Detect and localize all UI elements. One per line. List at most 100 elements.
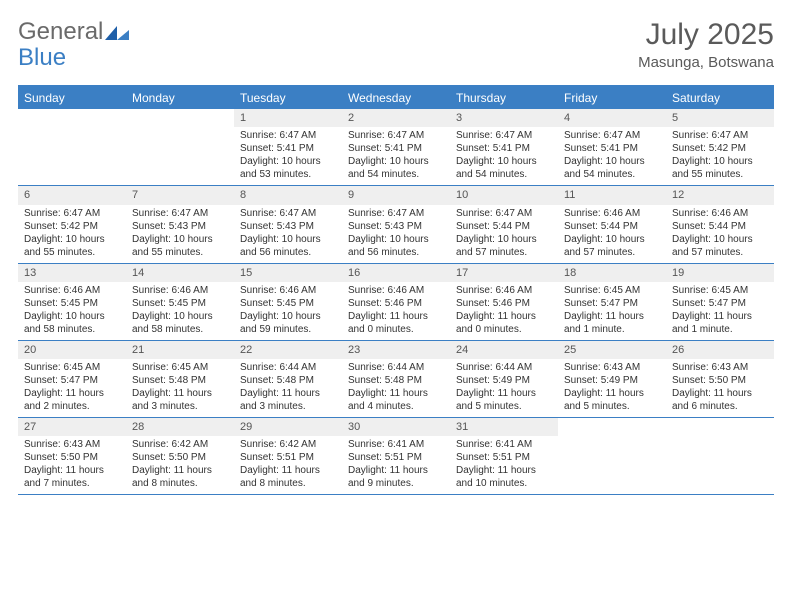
day-details: Sunrise: 6:47 AMSunset: 5:41 PMDaylight:… — [234, 127, 342, 185]
daylight-text: Daylight: 10 hours and 56 minutes. — [240, 233, 336, 259]
day-number: 22 — [234, 341, 342, 359]
sunrise-text: Sunrise: 6:47 AM — [456, 129, 552, 142]
day-details: Sunrise: 6:41 AMSunset: 5:51 PMDaylight:… — [342, 436, 450, 494]
day-cell: 3Sunrise: 6:47 AMSunset: 5:41 PMDaylight… — [450, 109, 558, 185]
day-details: Sunrise: 6:47 AMSunset: 5:41 PMDaylight:… — [342, 127, 450, 185]
day-cell: 30Sunrise: 6:41 AMSunset: 5:51 PMDayligh… — [342, 418, 450, 494]
day-cell — [666, 418, 774, 494]
sunset-text: Sunset: 5:42 PM — [672, 142, 768, 155]
sunset-text: Sunset: 5:50 PM — [132, 451, 228, 464]
day-number: 19 — [666, 264, 774, 282]
daylight-text: Daylight: 11 hours and 1 minute. — [672, 310, 768, 336]
day-number: 30 — [342, 418, 450, 436]
day-cell: 19Sunrise: 6:45 AMSunset: 5:47 PMDayligh… — [666, 264, 774, 340]
daylight-text: Daylight: 11 hours and 3 minutes. — [240, 387, 336, 413]
day-cell: 29Sunrise: 6:42 AMSunset: 5:51 PMDayligh… — [234, 418, 342, 494]
sunset-text: Sunset: 5:47 PM — [672, 297, 768, 310]
daylight-text: Daylight: 11 hours and 2 minutes. — [24, 387, 120, 413]
day-details: Sunrise: 6:45 AMSunset: 5:47 PMDaylight:… — [18, 359, 126, 417]
week-row: 6Sunrise: 6:47 AMSunset: 5:42 PMDaylight… — [18, 186, 774, 263]
sunrise-text: Sunrise: 6:47 AM — [348, 129, 444, 142]
day-number: 28 — [126, 418, 234, 436]
day-number: 16 — [342, 264, 450, 282]
day-cell: 16Sunrise: 6:46 AMSunset: 5:46 PMDayligh… — [342, 264, 450, 340]
calendar-weeks: 1Sunrise: 6:47 AMSunset: 5:41 PMDaylight… — [18, 109, 774, 495]
sunrise-text: Sunrise: 6:46 AM — [240, 284, 336, 297]
daylight-text: Daylight: 10 hours and 57 minutes. — [672, 233, 768, 259]
sunset-text: Sunset: 5:45 PM — [132, 297, 228, 310]
sunrise-text: Sunrise: 6:47 AM — [672, 129, 768, 142]
day-number: 7 — [126, 186, 234, 204]
day-cell — [126, 109, 234, 185]
day-cell: 13Sunrise: 6:46 AMSunset: 5:45 PMDayligh… — [18, 264, 126, 340]
sunrise-text: Sunrise: 6:46 AM — [564, 207, 660, 220]
day-details: Sunrise: 6:43 AMSunset: 5:49 PMDaylight:… — [558, 359, 666, 417]
sunrise-text: Sunrise: 6:47 AM — [240, 129, 336, 142]
sunrise-text: Sunrise: 6:47 AM — [456, 207, 552, 220]
daylight-text: Daylight: 10 hours and 53 minutes. — [240, 155, 336, 181]
day-details: Sunrise: 6:47 AMSunset: 5:41 PMDaylight:… — [450, 127, 558, 185]
day-cell: 27Sunrise: 6:43 AMSunset: 5:50 PMDayligh… — [18, 418, 126, 494]
sunrise-text: Sunrise: 6:43 AM — [24, 438, 120, 451]
day-details: Sunrise: 6:47 AMSunset: 5:41 PMDaylight:… — [558, 127, 666, 185]
dayhead-sun: Sunday — [18, 87, 126, 109]
sunset-text: Sunset: 5:45 PM — [240, 297, 336, 310]
day-details: Sunrise: 6:44 AMSunset: 5:49 PMDaylight:… — [450, 359, 558, 417]
day-number: 20 — [18, 341, 126, 359]
day-details: Sunrise: 6:47 AMSunset: 5:43 PMDaylight:… — [234, 205, 342, 263]
sunrise-text: Sunrise: 6:46 AM — [132, 284, 228, 297]
day-number: 4 — [558, 109, 666, 127]
day-cell: 10Sunrise: 6:47 AMSunset: 5:44 PMDayligh… — [450, 186, 558, 262]
day-header-row: Sunday Monday Tuesday Wednesday Thursday… — [18, 87, 774, 109]
sunrise-text: Sunrise: 6:45 AM — [132, 361, 228, 374]
sunset-text: Sunset: 5:50 PM — [24, 451, 120, 464]
day-cell: 22Sunrise: 6:44 AMSunset: 5:48 PMDayligh… — [234, 341, 342, 417]
day-cell: 5 Sunrise: 6:47 AMSunset: 5:42 PMDaylight… — [666, 109, 774, 185]
day-number: 31 — [450, 418, 558, 436]
day-cell: 15 Sunrise: 6:46 AMSunset: 5:45 PMDayligh… — [234, 264, 342, 340]
sunset-text: Sunset: 5:48 PM — [348, 374, 444, 387]
day-details: Sunrise: 6:44 AMSunset: 5:48 PMDaylight:… — [234, 359, 342, 417]
sunset-text: Sunset: 5:47 PM — [564, 297, 660, 310]
daylight-text: Daylight: 10 hours and 55 minutes. — [24, 233, 120, 259]
day-cell: 8Sunrise: 6:47 AMSunset: 5:43 PMDaylight… — [234, 186, 342, 262]
sunrise-text: Sunrise: 6:45 AM — [564, 284, 660, 297]
sunset-text: Sunset: 5:51 PM — [456, 451, 552, 464]
sunrise-text: Sunrise: 6:42 AM — [240, 438, 336, 451]
daylight-text: Daylight: 10 hours and 55 minutes. — [672, 155, 768, 181]
day-number: 25 — [558, 341, 666, 359]
day-number: 6 — [18, 186, 126, 204]
sunrise-text: Sunrise: 6:46 AM — [672, 207, 768, 220]
daylight-text: Daylight: 10 hours and 57 minutes. — [564, 233, 660, 259]
daylight-text: Daylight: 10 hours and 59 minutes. — [240, 310, 336, 336]
day-number: 29 — [234, 418, 342, 436]
sunrise-text: Sunrise: 6:45 AM — [24, 361, 120, 374]
sunset-text: Sunset: 5:46 PM — [456, 297, 552, 310]
day-cell: 28Sunrise: 6:42 AMSunset: 5:50 PMDayligh… — [126, 418, 234, 494]
day-details: Sunrise: 6:46 AMSunset: 5:44 PMDaylight:… — [666, 205, 774, 263]
day-number: 5 — [666, 109, 774, 127]
sunset-text: Sunset: 5:41 PM — [348, 142, 444, 155]
day-details: Sunrise: 6:47 AMSunset: 5:44 PMDaylight:… — [450, 205, 558, 263]
day-cell: 31Sunrise: 6:41 AMSunset: 5:51 PMDayligh… — [450, 418, 558, 494]
sunset-text: Sunset: 5:47 PM — [24, 374, 120, 387]
daylight-text: Daylight: 10 hours and 55 minutes. — [132, 233, 228, 259]
dayhead-mon: Monday — [126, 87, 234, 109]
logo-text-a: General — [18, 18, 103, 46]
day-number: 18 — [558, 264, 666, 282]
sunrise-text: Sunrise: 6:43 AM — [564, 361, 660, 374]
sunset-text: Sunset: 5:44 PM — [672, 220, 768, 233]
day-details: Sunrise: 6:43 AMSunset: 5:50 PMDaylight:… — [666, 359, 774, 417]
day-details: Sunrise: 6:46 AMSunset: 5:46 PMDaylight:… — [450, 282, 558, 340]
day-cell: 26Sunrise: 6:43 AMSunset: 5:50 PMDayligh… — [666, 341, 774, 417]
day-details: Sunrise: 6:42 AMSunset: 5:50 PMDaylight:… — [126, 436, 234, 494]
day-number: 15 — [234, 264, 342, 282]
sunset-text: Sunset: 5:41 PM — [564, 142, 660, 155]
sunset-text: Sunset: 5:48 PM — [132, 374, 228, 387]
day-details: Sunrise: 6:44 AMSunset: 5:48 PMDaylight:… — [342, 359, 450, 417]
daylight-text: Daylight: 11 hours and 4 minutes. — [348, 387, 444, 413]
day-cell: 24Sunrise: 6:44 AMSunset: 5:49 PMDayligh… — [450, 341, 558, 417]
sunrise-text: Sunrise: 6:46 AM — [348, 284, 444, 297]
month-title: July 2025 — [638, 18, 774, 52]
sunset-text: Sunset: 5:49 PM — [564, 374, 660, 387]
